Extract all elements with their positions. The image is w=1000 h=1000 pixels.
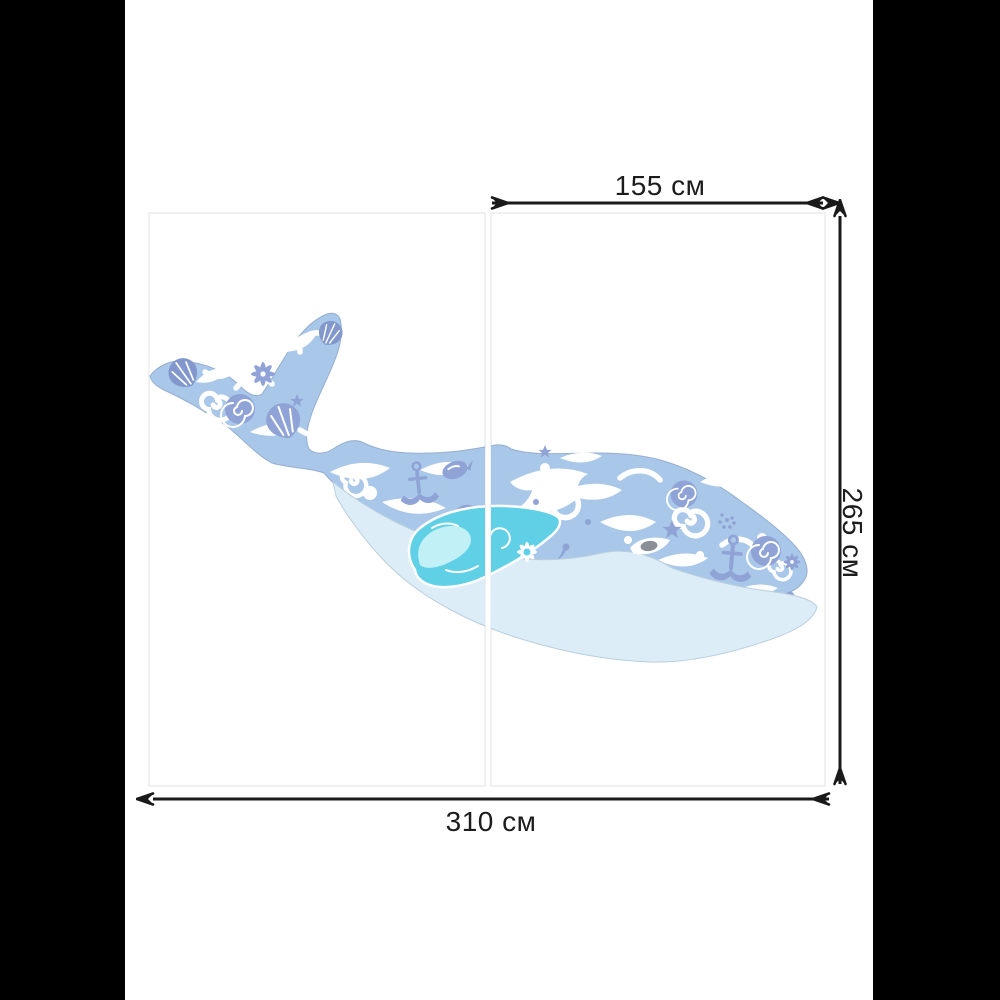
dot-ornament bbox=[585, 519, 591, 525]
dotted-spiral-icon bbox=[718, 513, 736, 529]
whale-flipper bbox=[407, 504, 562, 589]
conch-shell-icon bbox=[442, 460, 473, 480]
whale-eye bbox=[630, 537, 670, 555]
dot-ornament bbox=[562, 543, 570, 551]
paisley-flower-icon bbox=[517, 542, 537, 562]
total-height-label: 265 см bbox=[837, 487, 868, 579]
product-image-canvas bbox=[125, 0, 873, 1000]
comma-ornament bbox=[557, 549, 566, 560]
snowflake-flower-icon bbox=[251, 362, 275, 386]
panel-width-label: 155 см bbox=[614, 170, 706, 201]
ornament-motifs bbox=[162, 316, 801, 601]
dimension-arrows bbox=[153, 203, 840, 799]
snowflake-flower-icon bbox=[783, 553, 801, 571]
white-swirl-pattern bbox=[196, 330, 797, 611]
whale-illustration bbox=[149, 312, 818, 663]
dimension-diagram bbox=[125, 0, 873, 1000]
total-width-label: 310 см bbox=[445, 806, 537, 837]
whale-belly bbox=[332, 480, 818, 663]
dot-ornament bbox=[533, 499, 539, 505]
